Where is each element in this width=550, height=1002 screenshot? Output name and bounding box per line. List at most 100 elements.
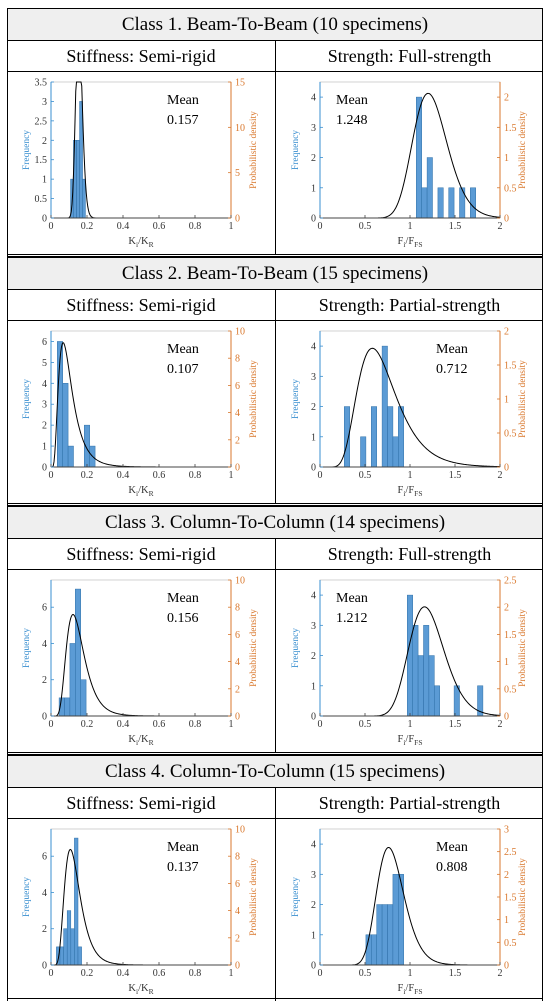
- histogram-bar: [428, 655, 435, 717]
- y-right-tick-label: 15: [235, 78, 245, 89]
- x-tick-label: 0.2: [81, 221, 94, 232]
- x-axis-label: Ki/KR: [128, 734, 153, 747]
- x-tick-label: 0.6: [153, 719, 166, 730]
- y-left-label: Frequency: [22, 628, 32, 668]
- y-right-tick-label: 6: [235, 879, 240, 890]
- y-right-tick-label: 0: [504, 463, 509, 474]
- class-1-strength-header: Strength: Full-strength: [275, 41, 543, 72]
- histogram-bar: [416, 96, 422, 219]
- class-3-strength-header: Strength: Full-strength: [275, 539, 543, 570]
- x-tick-label: 0.5: [359, 968, 372, 979]
- y-right-tick-label: 10: [235, 327, 245, 338]
- class-3-title: Class 3. Column-To-Column (14 specimens): [7, 506, 543, 539]
- y-left-tick-label: 2: [42, 136, 47, 147]
- mean-label: Mean: [436, 342, 468, 357]
- x-tick-label: 0: [318, 221, 323, 232]
- y-right-tick-label: 8: [235, 852, 240, 863]
- x-tick-label: 0.5: [359, 719, 372, 730]
- x-tick-label: 2: [498, 221, 503, 232]
- y-left-tick-label: 4: [311, 93, 316, 104]
- y-right-tick-label: 2: [504, 327, 509, 338]
- x-tick-label: 0.6: [153, 968, 166, 979]
- x-tick-label: 0.8: [189, 221, 202, 232]
- y-right-tick-label: 0: [235, 214, 240, 225]
- histogram-bar: [417, 655, 424, 717]
- histogram-bar: [360, 436, 367, 468]
- x-tick-label: 1: [229, 221, 234, 232]
- x-axis-label: Ki/KR: [128, 485, 153, 498]
- x-tick-label: 2: [498, 719, 503, 730]
- histogram-bar: [82, 178, 86, 219]
- histogram-bar: [64, 697, 71, 717]
- class-2-strength-header: Strength: Partial-strength: [275, 290, 543, 321]
- class-separator: [7, 254, 543, 257]
- x-axis-label: Fi/FFS: [397, 983, 422, 996]
- mean-value: 0.137: [167, 860, 199, 875]
- y-left-tick-label: 3: [311, 123, 316, 134]
- histogram-bar: [376, 904, 383, 966]
- histogram-bar: [76, 140, 80, 219]
- x-tick-label: 0.8: [189, 470, 202, 481]
- y-left-tick-label: 0.5: [35, 194, 48, 205]
- y-right-tick-label: 2: [235, 684, 240, 695]
- y-right-tick-label: 0: [235, 712, 240, 723]
- y-right-tick-label: 2: [504, 93, 509, 104]
- y-right-tick-label: 4: [235, 906, 240, 917]
- mean-value: 1.248: [336, 113, 368, 128]
- mean-label: Mean: [167, 342, 199, 357]
- y-right-label: Probabilistic density: [518, 858, 528, 936]
- y-right-label: Probabilistic density: [249, 858, 259, 936]
- histogram-bar: [459, 187, 466, 219]
- y-left-tick-label: 3: [311, 372, 316, 383]
- histogram-bar: [426, 157, 433, 219]
- y-left-label: Frequency: [22, 130, 32, 170]
- y-left-tick-label: 4: [42, 639, 47, 650]
- pdf-curve: [320, 347, 501, 468]
- y-left-tick-label: 3: [42, 97, 47, 108]
- class-3-stiffness-header: Stiffness: Semi-rigid: [7, 539, 275, 570]
- y-left-label: Frequency: [291, 877, 301, 917]
- x-tick-label: 0: [49, 470, 54, 481]
- y-right-label: Probabilistic density: [518, 609, 528, 687]
- y-right-tick-label: 0.5: [504, 429, 517, 440]
- y-right-tick-label: 1: [504, 915, 509, 926]
- y-right-label: Probabilistic density: [249, 609, 259, 687]
- y-left-tick-label: 6: [42, 603, 47, 614]
- class-1-stiffness-plot: 0 0.2 0.4 0.6 0.8 1 0 0.5 1 1.5 2 2.5 3 3.5 0 5 10 15 Freq…: [7, 72, 275, 254]
- mean-value: 0.712: [436, 362, 468, 377]
- y-left-tick-label: 0: [42, 463, 47, 474]
- plot-area: [50, 330, 232, 468]
- x-tick-label: 1: [408, 221, 413, 232]
- histogram-bar: [381, 904, 388, 966]
- y-left-tick-label: 0: [311, 961, 316, 972]
- class-separator: [7, 752, 543, 755]
- y-right-tick-label: 0: [504, 961, 509, 972]
- y-right-tick-label: 2: [504, 603, 509, 614]
- x-axis-label: Fi/FFS: [397, 236, 422, 249]
- y-left-tick-label: 5: [42, 358, 47, 369]
- x-axis-label: Ki/KR: [128, 236, 153, 249]
- y-left-tick-label: 0: [311, 214, 316, 225]
- y-right-tick-label: 8: [235, 603, 240, 614]
- histogram-bar: [470, 187, 476, 219]
- x-tick-label: 0.4: [117, 221, 130, 232]
- y-right-tick-label: 4: [235, 657, 240, 668]
- y-right-label: Probabilistic density: [249, 360, 259, 438]
- y-left-tick-label: 4: [311, 840, 316, 851]
- x-tick-label: 0.6: [153, 470, 166, 481]
- mean-label: Mean: [167, 93, 199, 108]
- x-tick-label: 1: [229, 719, 234, 730]
- class-3-stiffness-plot: 0 0.2 0.4 0.6 0.8 1 0 2 4 6 0 2 4 6 8 10 Frequency Probab…: [7, 570, 275, 752]
- x-axis-label: Ki/KR: [128, 983, 153, 996]
- y-left-tick-label: 3: [311, 621, 316, 632]
- y-left-tick-label: 1: [42, 442, 47, 453]
- histogram-bar: [392, 874, 399, 966]
- x-tick-label: 0.2: [81, 470, 94, 481]
- class-4-stiffness-plot: 0 0.2 0.4 0.6 0.8 1 0 2 4 6 0 2 4 6 8 10 Frequency Probab…: [7, 819, 275, 1001]
- y-left-tick-label: 4: [311, 342, 316, 353]
- y-right-tick-label: 5: [235, 168, 240, 179]
- y-right-tick-label: 0: [235, 463, 240, 474]
- class-4-strength-plot: 0 0.5 1 1.5 2 0 1 2 3 4 0 0.5 1 1.5 2 2.5 3 Frequency Prob…: [275, 819, 543, 1001]
- class-1-strength-plot: 0 0.5 1 1.5 2 0 1 2 3 4 0 0.5 1 1.5 2 Frequency Probabil…: [275, 72, 543, 254]
- y-right-tick-label: 2: [235, 435, 240, 446]
